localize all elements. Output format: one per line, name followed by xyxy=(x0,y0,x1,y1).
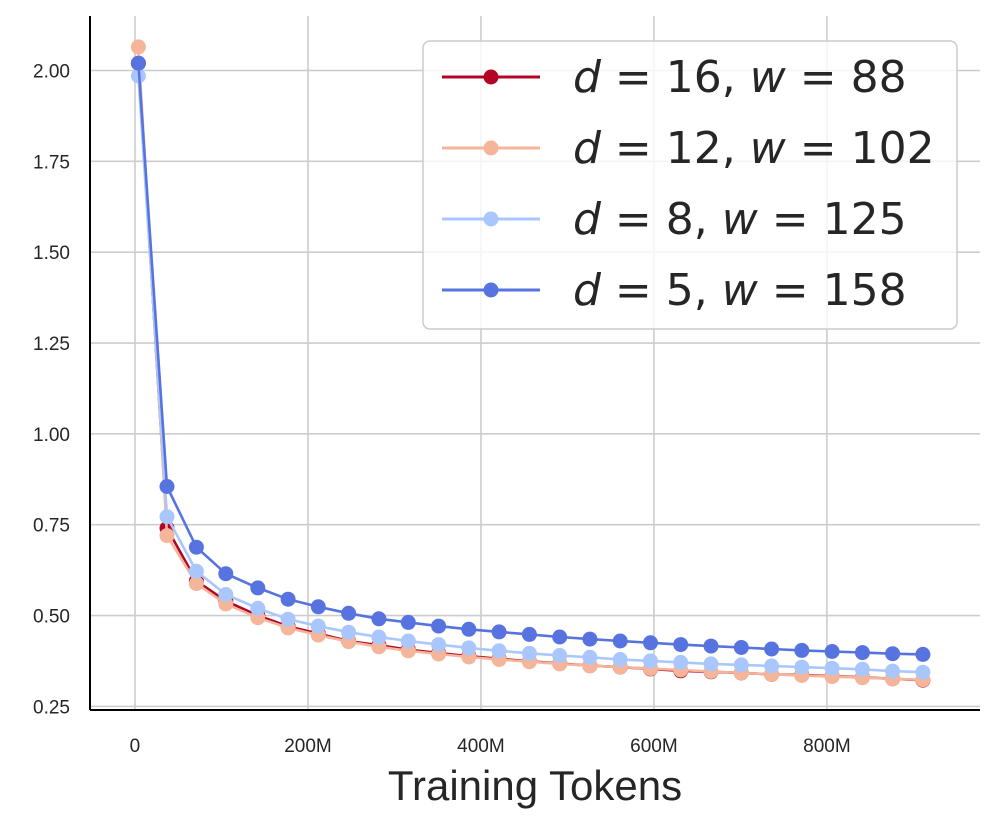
data-point xyxy=(824,660,840,676)
legend-item: d = 12, w = 102 xyxy=(442,123,935,174)
legend-marker xyxy=(483,282,499,298)
data-point xyxy=(673,637,689,653)
data-point xyxy=(521,626,537,642)
data-point xyxy=(159,528,175,544)
legend-label: d = 16, w = 88 xyxy=(573,52,907,103)
data-point xyxy=(341,624,357,640)
legend-item: d = 16, w = 88 xyxy=(442,52,907,103)
y-tick-label: 1.75 xyxy=(33,152,70,173)
x-tick-label: 600M xyxy=(630,736,678,757)
data-point xyxy=(159,509,175,525)
series-layer xyxy=(130,39,931,688)
data-point xyxy=(885,663,901,679)
data-point xyxy=(582,649,598,665)
data-point xyxy=(371,611,387,627)
y-tick-label: 1.25 xyxy=(33,334,70,355)
data-point xyxy=(915,646,931,662)
data-point xyxy=(280,611,296,627)
data-point xyxy=(310,599,326,615)
data-point xyxy=(218,587,234,602)
series-group xyxy=(130,68,931,680)
data-point xyxy=(188,576,204,592)
data-point xyxy=(218,566,234,582)
data-point xyxy=(794,642,810,658)
data-point xyxy=(854,645,870,661)
data-point xyxy=(521,645,537,661)
data-point xyxy=(764,658,780,674)
data-point xyxy=(400,633,416,649)
data-point xyxy=(673,654,689,670)
data-point xyxy=(733,640,749,655)
legend-marker xyxy=(483,211,499,227)
x-axis-title: Training Tokens xyxy=(388,762,682,809)
data-point xyxy=(461,621,477,637)
data-point xyxy=(885,646,901,662)
data-point xyxy=(341,605,357,621)
x-tick-label: 200M xyxy=(284,736,332,757)
legend-label: d = 5, w = 158 xyxy=(573,265,907,316)
data-point xyxy=(431,637,447,653)
tick-labels: 0 200M 400M 600M 800M 0.25 0.50 0.75 1.00 1.25 1.5… xyxy=(33,62,851,757)
legend-item: d = 5, w = 158 xyxy=(442,265,907,316)
data-point xyxy=(188,539,204,555)
data-point xyxy=(250,600,266,616)
data-point xyxy=(431,618,447,634)
data-point xyxy=(491,643,507,659)
data-point xyxy=(552,629,568,645)
data-point xyxy=(280,591,296,607)
x-tick-label: 400M xyxy=(457,736,505,757)
data-point xyxy=(854,661,870,677)
x-tick-label: 0 xyxy=(130,736,141,757)
legend-item: d = 8, w = 125 xyxy=(442,194,907,245)
data-point xyxy=(582,631,598,647)
data-point xyxy=(824,644,840,659)
data-point xyxy=(310,618,326,634)
legend-label: d = 8, w = 125 xyxy=(573,194,907,245)
y-tick-label: 0.75 xyxy=(33,516,70,537)
y-tick-label: 2.00 xyxy=(33,62,70,83)
data-point xyxy=(703,638,719,654)
data-point xyxy=(612,633,628,649)
data-point xyxy=(188,563,204,579)
series-group xyxy=(130,55,931,662)
y-tick-label: 1.50 xyxy=(33,243,70,264)
data-point xyxy=(371,629,387,645)
axes xyxy=(89,16,980,711)
data-point xyxy=(794,659,810,675)
data-point xyxy=(643,635,658,651)
legend-box xyxy=(422,40,958,330)
data-point xyxy=(491,624,507,640)
data-point xyxy=(250,580,266,596)
data-point xyxy=(461,640,477,656)
legend-label: d = 12, w = 102 xyxy=(573,123,935,174)
data-point xyxy=(612,652,628,667)
legend-marker xyxy=(483,140,499,156)
data-point xyxy=(552,648,568,663)
data-point xyxy=(130,55,146,71)
y-tick-label: 1.00 xyxy=(33,425,70,446)
data-point xyxy=(915,664,931,680)
data-point xyxy=(764,641,780,657)
data-point xyxy=(130,39,146,55)
legend-marker xyxy=(483,69,499,85)
data-point xyxy=(400,614,416,630)
data-point xyxy=(643,653,658,669)
y-tick-label: 0.25 xyxy=(33,697,70,718)
legend: d = 16, w = 88 d = 12, w = 102 d = 8, w = … xyxy=(422,40,958,330)
data-point xyxy=(733,657,749,673)
x-tick-label: 800M xyxy=(803,736,851,757)
y-tick-label: 0.50 xyxy=(33,607,70,628)
data-point xyxy=(159,479,175,494)
data-point xyxy=(703,656,719,672)
